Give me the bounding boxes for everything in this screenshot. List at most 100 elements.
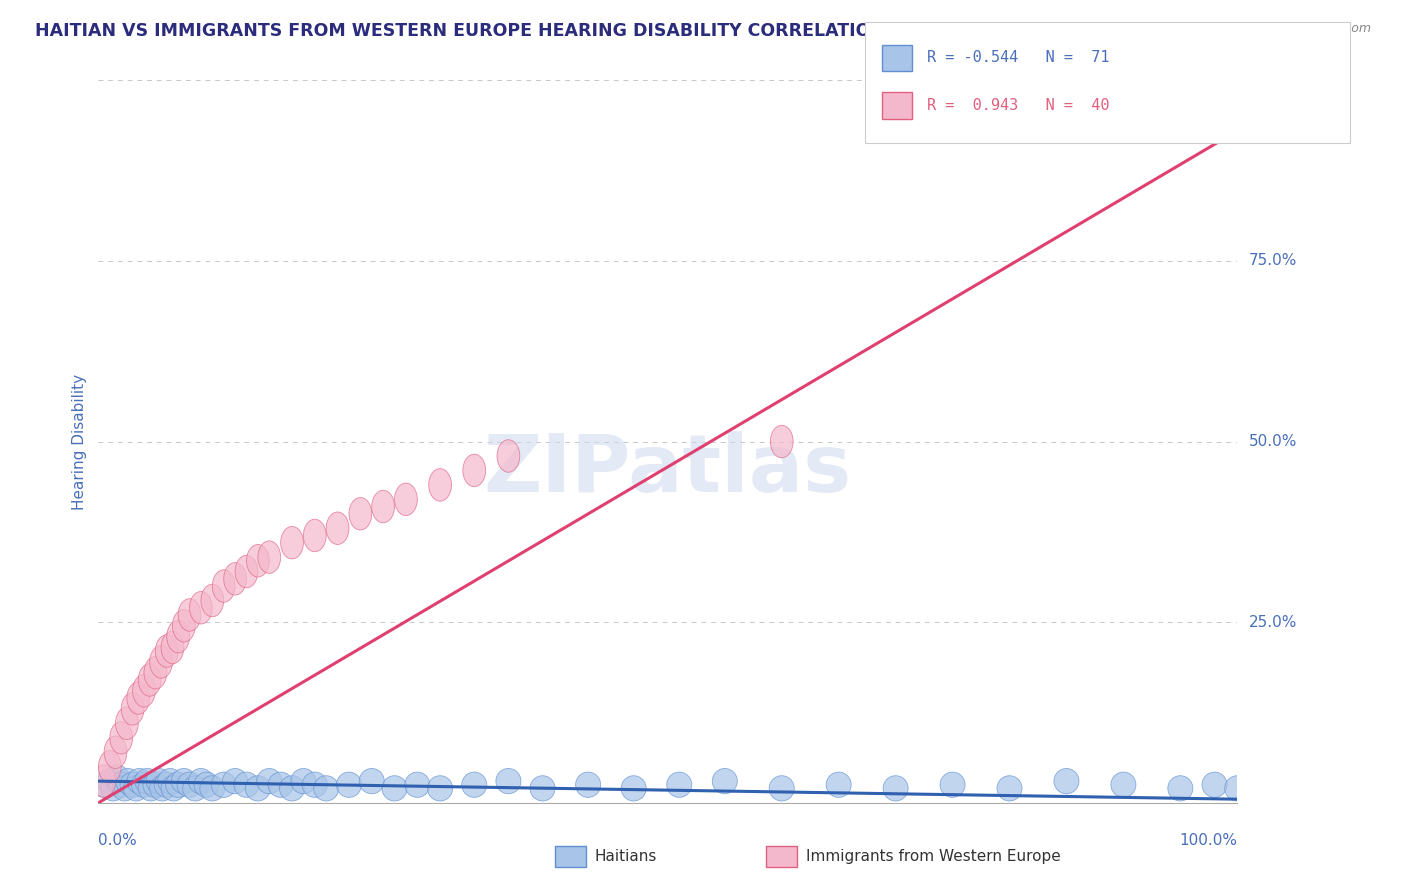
Ellipse shape xyxy=(179,599,201,632)
Ellipse shape xyxy=(314,776,339,801)
Ellipse shape xyxy=(143,657,167,689)
Ellipse shape xyxy=(280,776,305,801)
Ellipse shape xyxy=(157,769,183,794)
Ellipse shape xyxy=(188,769,214,794)
Ellipse shape xyxy=(461,772,486,797)
Ellipse shape xyxy=(146,769,172,794)
Ellipse shape xyxy=(429,468,451,501)
Ellipse shape xyxy=(246,544,270,577)
Ellipse shape xyxy=(463,454,485,487)
Ellipse shape xyxy=(115,769,141,794)
Ellipse shape xyxy=(245,776,270,801)
Ellipse shape xyxy=(1168,776,1192,801)
Ellipse shape xyxy=(121,692,143,725)
Ellipse shape xyxy=(97,769,122,794)
Ellipse shape xyxy=(132,674,156,707)
Ellipse shape xyxy=(405,772,430,797)
Ellipse shape xyxy=(167,620,190,653)
Text: 25.0%: 25.0% xyxy=(1249,615,1296,630)
Text: HAITIAN VS IMMIGRANTS FROM WESTERN EUROPE HEARING DISABILITY CORRELATION CHART: HAITIAN VS IMMIGRANTS FROM WESTERN EUROP… xyxy=(35,22,956,40)
Ellipse shape xyxy=(143,772,167,797)
Ellipse shape xyxy=(498,440,520,472)
Ellipse shape xyxy=(1111,772,1136,797)
Ellipse shape xyxy=(177,772,202,797)
Ellipse shape xyxy=(222,769,247,794)
Ellipse shape xyxy=(173,609,195,642)
Ellipse shape xyxy=(883,776,908,801)
Ellipse shape xyxy=(1054,769,1078,794)
Ellipse shape xyxy=(156,635,179,667)
Ellipse shape xyxy=(224,563,246,595)
Ellipse shape xyxy=(166,772,191,797)
Ellipse shape xyxy=(120,772,145,797)
Ellipse shape xyxy=(496,769,522,794)
Ellipse shape xyxy=(941,772,965,797)
Ellipse shape xyxy=(183,776,208,801)
Y-axis label: Hearing Disability: Hearing Disability xyxy=(72,374,87,509)
Text: 50.0%: 50.0% xyxy=(1249,434,1296,449)
Ellipse shape xyxy=(190,591,212,624)
Ellipse shape xyxy=(530,776,555,801)
Ellipse shape xyxy=(212,570,235,602)
Ellipse shape xyxy=(281,526,304,559)
Ellipse shape xyxy=(194,772,219,797)
Ellipse shape xyxy=(1225,776,1250,801)
Ellipse shape xyxy=(127,769,152,794)
Ellipse shape xyxy=(382,776,408,801)
Ellipse shape xyxy=(98,750,121,783)
Ellipse shape xyxy=(101,776,125,801)
Text: Haitians: Haitians xyxy=(595,849,657,863)
Ellipse shape xyxy=(257,541,281,574)
Ellipse shape xyxy=(427,776,453,801)
Ellipse shape xyxy=(149,646,173,678)
Text: ZIPatlas: ZIPatlas xyxy=(484,432,852,509)
Ellipse shape xyxy=(395,483,418,516)
Ellipse shape xyxy=(713,769,737,794)
Ellipse shape xyxy=(201,584,224,616)
Ellipse shape xyxy=(349,498,371,530)
Ellipse shape xyxy=(200,776,225,801)
Ellipse shape xyxy=(115,707,138,739)
Ellipse shape xyxy=(269,772,294,797)
Text: Immigrants from Western Europe: Immigrants from Western Europe xyxy=(806,849,1060,863)
Ellipse shape xyxy=(155,772,180,797)
Ellipse shape xyxy=(575,772,600,797)
Ellipse shape xyxy=(371,491,395,523)
Ellipse shape xyxy=(770,425,793,458)
Ellipse shape xyxy=(827,772,851,797)
Ellipse shape xyxy=(291,769,316,794)
Ellipse shape xyxy=(108,772,134,797)
Ellipse shape xyxy=(162,632,184,664)
Ellipse shape xyxy=(666,772,692,797)
Ellipse shape xyxy=(304,519,326,552)
Ellipse shape xyxy=(91,772,117,797)
Text: 100.0%: 100.0% xyxy=(1249,73,1306,87)
Ellipse shape xyxy=(621,776,647,801)
Ellipse shape xyxy=(1202,772,1227,797)
Ellipse shape xyxy=(110,722,132,754)
Ellipse shape xyxy=(135,769,160,794)
Ellipse shape xyxy=(162,776,186,801)
Ellipse shape xyxy=(104,764,129,790)
Ellipse shape xyxy=(326,512,349,544)
Text: 0.0%: 0.0% xyxy=(98,833,138,848)
Ellipse shape xyxy=(336,772,361,797)
Ellipse shape xyxy=(104,736,127,769)
Ellipse shape xyxy=(233,772,259,797)
Text: R = -0.544   N =  71: R = -0.544 N = 71 xyxy=(927,51,1109,65)
Ellipse shape xyxy=(127,681,149,714)
Ellipse shape xyxy=(1226,64,1249,96)
Ellipse shape xyxy=(112,776,138,801)
Text: 75.0%: 75.0% xyxy=(1249,253,1296,268)
Ellipse shape xyxy=(149,776,174,801)
Ellipse shape xyxy=(235,556,257,588)
Ellipse shape xyxy=(124,776,149,801)
Ellipse shape xyxy=(138,776,163,801)
Ellipse shape xyxy=(359,769,384,794)
Ellipse shape xyxy=(257,769,281,794)
Ellipse shape xyxy=(211,772,236,797)
Text: Source: ZipAtlas.com: Source: ZipAtlas.com xyxy=(1237,22,1371,36)
Ellipse shape xyxy=(769,776,794,801)
Ellipse shape xyxy=(131,772,156,797)
Text: 100.0%: 100.0% xyxy=(1180,833,1237,848)
